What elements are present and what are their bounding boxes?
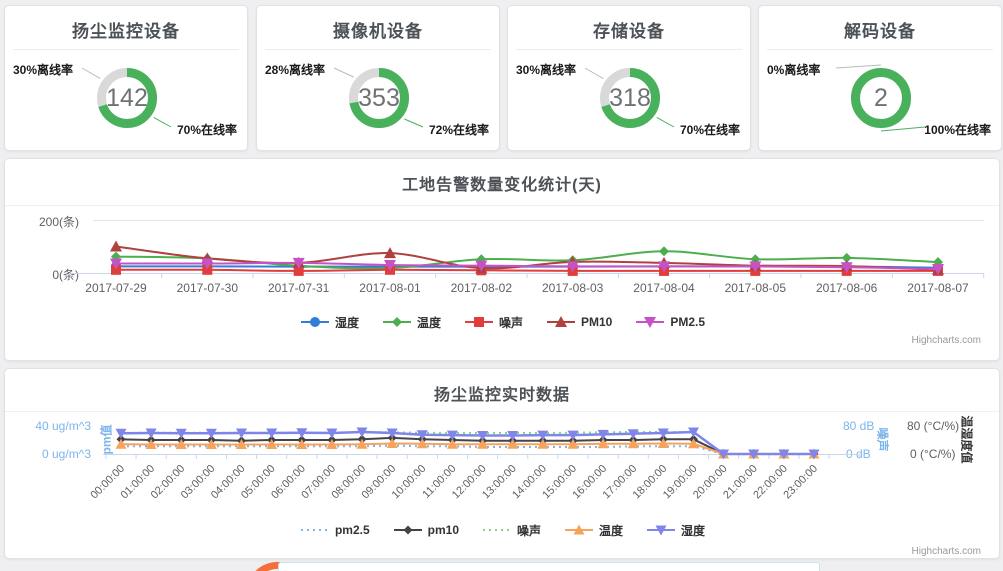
legend-label: 湿度 <box>334 315 359 330</box>
legend-marker-triangle-down <box>636 317 665 328</box>
realtime-line-chart: 00:00:0001:00:0002:00:0003:00:0004:00:00… <box>88 427 860 501</box>
highcharts-credit-link[interactable]: Highcharts.com <box>911 546 981 557</box>
device-card-storage: 存储设备 318 30%离线率 70%在线率 <box>507 5 751 151</box>
legend-marker-dotted-line <box>483 529 511 531</box>
offline-rate-label: 30%离线率 <box>516 63 577 77</box>
svg-text:2017-08-06: 2017-08-06 <box>816 281 878 295</box>
offline-rate-label: 0%离线率 <box>767 63 821 77</box>
online-rate-label: 70%在线率 <box>176 123 237 137</box>
legend-item-PM2.5[interactable]: PM2.5 <box>634 315 705 329</box>
svg-text:2017-08-07: 2017-08-07 <box>907 281 969 295</box>
device-card-decoder: 解码设备 2 0%离线率 100%在线率 <box>758 5 1002 151</box>
card-title: 摄像机设备 <box>333 22 423 41</box>
db-axis-max-label: 80 dB <box>843 419 875 433</box>
legend-item-PM10[interactable]: PM10 <box>545 315 612 329</box>
donut-chart <box>333 67 424 128</box>
alarm-chart-panel: 工地告警数量变化统计(天) 200(条) 0(条) 2017-07-29 2017… <box>4 158 1000 361</box>
divider <box>5 205 999 206</box>
device-count: 2 <box>874 84 888 112</box>
online-rate-label: 72%在线率 <box>428 123 489 137</box>
legend-marker-triangle <box>547 316 575 327</box>
legend-label: 温度 <box>599 523 624 538</box>
card-title: 存储设备 <box>593 22 665 41</box>
svg-text:2017-08-05: 2017-08-05 <box>725 281 787 295</box>
device-card-camera: 摄像机设备 353 28%离线率 72%在线率 <box>256 5 500 151</box>
device-count: 353 <box>358 84 400 112</box>
realtime-chart-panel: 扬尘监控实时数据 40 ug/m^3 0 ug/m^3 pm值 80 dB 0 … <box>4 368 1000 559</box>
legend-marker-square <box>464 317 493 327</box>
offline-rate-label: 28%离线率 <box>265 63 326 77</box>
donut-chart <box>81 67 172 128</box>
svg-text:2017-08-04: 2017-08-04 <box>633 281 695 295</box>
legend-item-噪声[interactable]: 噪声 <box>463 314 523 331</box>
offline-rate-label: 30%离线率 <box>13 63 74 77</box>
divider <box>5 411 999 412</box>
realtime-chart-title: 扬尘监控实时数据 <box>433 387 570 404</box>
pm-axis-min-label: 0 ug/m^3 <box>42 447 91 461</box>
legend-item-湿度[interactable]: 湿度 <box>645 522 705 539</box>
highcharts-credit-link[interactable]: Highcharts.com <box>911 335 981 346</box>
y-axis-min-label: 0(条) <box>52 268 79 282</box>
donut-chart <box>835 64 926 132</box>
legend-label: pm10 <box>427 523 459 537</box>
legend-item-噪声[interactable]: 噪声 <box>481 522 541 539</box>
legend-marker-triangle-down <box>647 525 676 536</box>
legend-marker-diamond <box>393 525 422 535</box>
y-axis-max-label: 200(条) <box>38 215 79 229</box>
divider <box>13 49 239 50</box>
alarm-chart-legend: 湿度 温度 噪声 PM10 PM2.5 <box>5 311 999 333</box>
legend-label: pm2.5 <box>334 523 370 537</box>
legend-item-pm10[interactable]: pm10 <box>392 523 459 537</box>
device-count: 318 <box>609 84 651 112</box>
realtime-chart-legend: pm2.5 pm10 噪声 温度 湿度 <box>5 519 999 541</box>
legend-item-温度[interactable]: 温度 <box>381 314 441 331</box>
legend-label: PM2.5 <box>670 315 706 329</box>
divider <box>767 49 993 50</box>
legend-marker-triangle <box>565 524 594 535</box>
svg-text:2017-08-03: 2017-08-03 <box>542 281 604 295</box>
device-card-dust-monitor: 扬尘监控设备 142 30%离线率 70%在线率 <box>4 5 248 151</box>
divider <box>516 49 742 50</box>
alarm-line-chart: 2017-07-29 2017-07-30 2017-07-31 2017-08-01… <box>69 220 985 295</box>
svg-text:2017-08-01: 2017-08-01 <box>359 281 421 295</box>
legend-label: 温度 <box>416 315 441 330</box>
temp-humidity-axis-min-label: 0 (°C/%) <box>910 447 956 461</box>
pm-axis-max-label: 40 ug/m^3 <box>35 419 91 433</box>
online-rate-label: 70%在线率 <box>679 123 740 137</box>
svg-text:2017-07-29: 2017-07-29 <box>85 281 147 295</box>
cutoff-panel <box>278 562 820 571</box>
card-title: 扬尘监控设备 <box>72 22 180 41</box>
legend-marker-circle <box>300 317 329 327</box>
legend-marker-diamond <box>382 317 411 327</box>
svg-text:2017-08-02: 2017-08-02 <box>451 281 513 295</box>
svg-text:2017-07-30: 2017-07-30 <box>177 281 239 295</box>
alarm-chart-title: 工地告警数量变化统计(天) <box>402 177 602 194</box>
divider <box>265 49 491 50</box>
legend-label: PM10 <box>581 315 613 329</box>
svg-text:2017-07-31: 2017-07-31 <box>268 281 330 295</box>
temp-humidity-axis-max-label: 80 (°C/%) <box>907 419 960 433</box>
card-title: 解码设备 <box>844 22 916 41</box>
device-count: 142 <box>106 84 148 112</box>
donut-chart <box>584 67 675 128</box>
legend-label: 噪声 <box>498 315 523 330</box>
legend-item-pm2.5[interactable]: pm2.5 <box>299 523 370 537</box>
legend-item-温度[interactable]: 温度 <box>563 522 623 539</box>
legend-item-湿度[interactable]: 湿度 <box>299 314 359 331</box>
online-rate-label: 100%在线率 <box>924 123 991 137</box>
legend-label: 湿度 <box>681 523 706 538</box>
legend-label: 噪声 <box>517 523 542 538</box>
legend-marker-dotted-line <box>300 529 329 531</box>
